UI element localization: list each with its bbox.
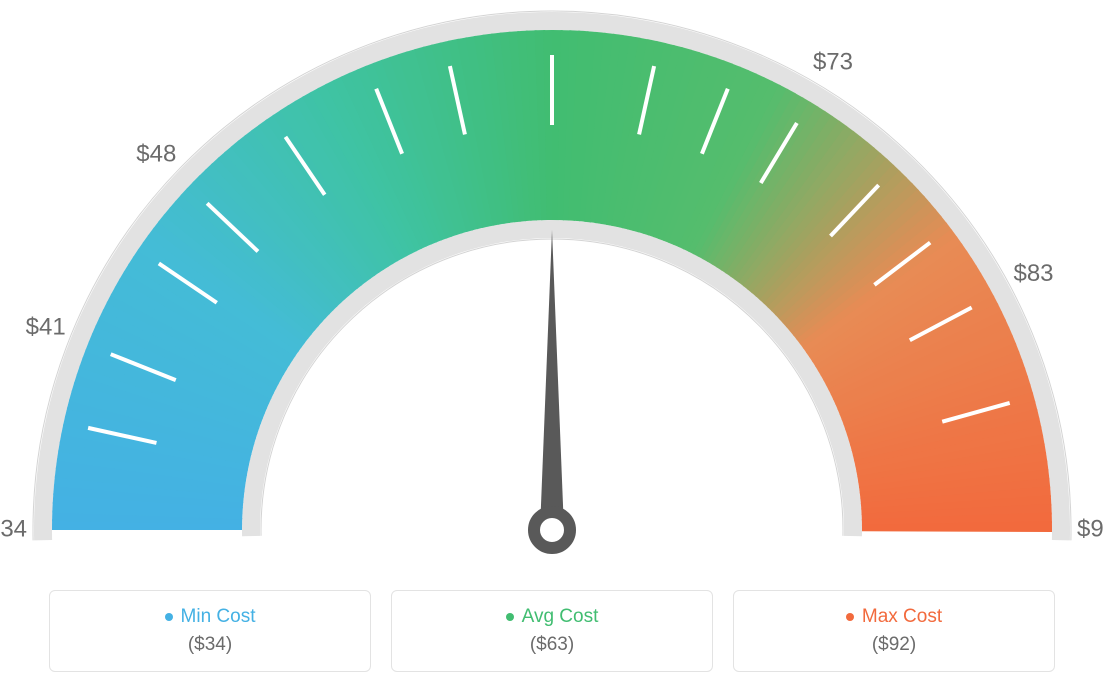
legend-value: ($63) — [530, 634, 574, 656]
legend-value: ($34) — [188, 634, 232, 656]
legend-title-avg: Avg Cost — [506, 606, 599, 628]
legend-label: Avg Cost — [522, 606, 599, 628]
svg-text:$92: $92 — [1077, 515, 1104, 542]
legend-label: Min Cost — [181, 606, 256, 628]
legend-card-avg: Avg Cost ($63) — [391, 590, 713, 672]
legend-card-max: Max Cost ($92) — [733, 590, 1055, 672]
dot-icon — [506, 613, 514, 621]
dot-icon — [846, 613, 854, 621]
svg-text:$41: $41 — [26, 314, 66, 341]
dot-icon — [165, 613, 173, 621]
gauge-chart: $34$41$48$63$73$83$92 — [0, 0, 1104, 560]
legend-value: ($92) — [872, 634, 916, 656]
svg-text:$34: $34 — [0, 515, 27, 542]
legend-card-min: Min Cost ($34) — [49, 590, 371, 672]
legend-label: Max Cost — [862, 606, 942, 628]
legend-title-min: Min Cost — [165, 606, 256, 628]
svg-text:$48: $48 — [136, 141, 176, 168]
legend-row: Min Cost ($34) Avg Cost ($63) Max Cost (… — [0, 590, 1104, 672]
svg-text:$73: $73 — [813, 48, 853, 75]
legend-title-max: Max Cost — [846, 606, 942, 628]
svg-text:$83: $83 — [1013, 260, 1053, 287]
